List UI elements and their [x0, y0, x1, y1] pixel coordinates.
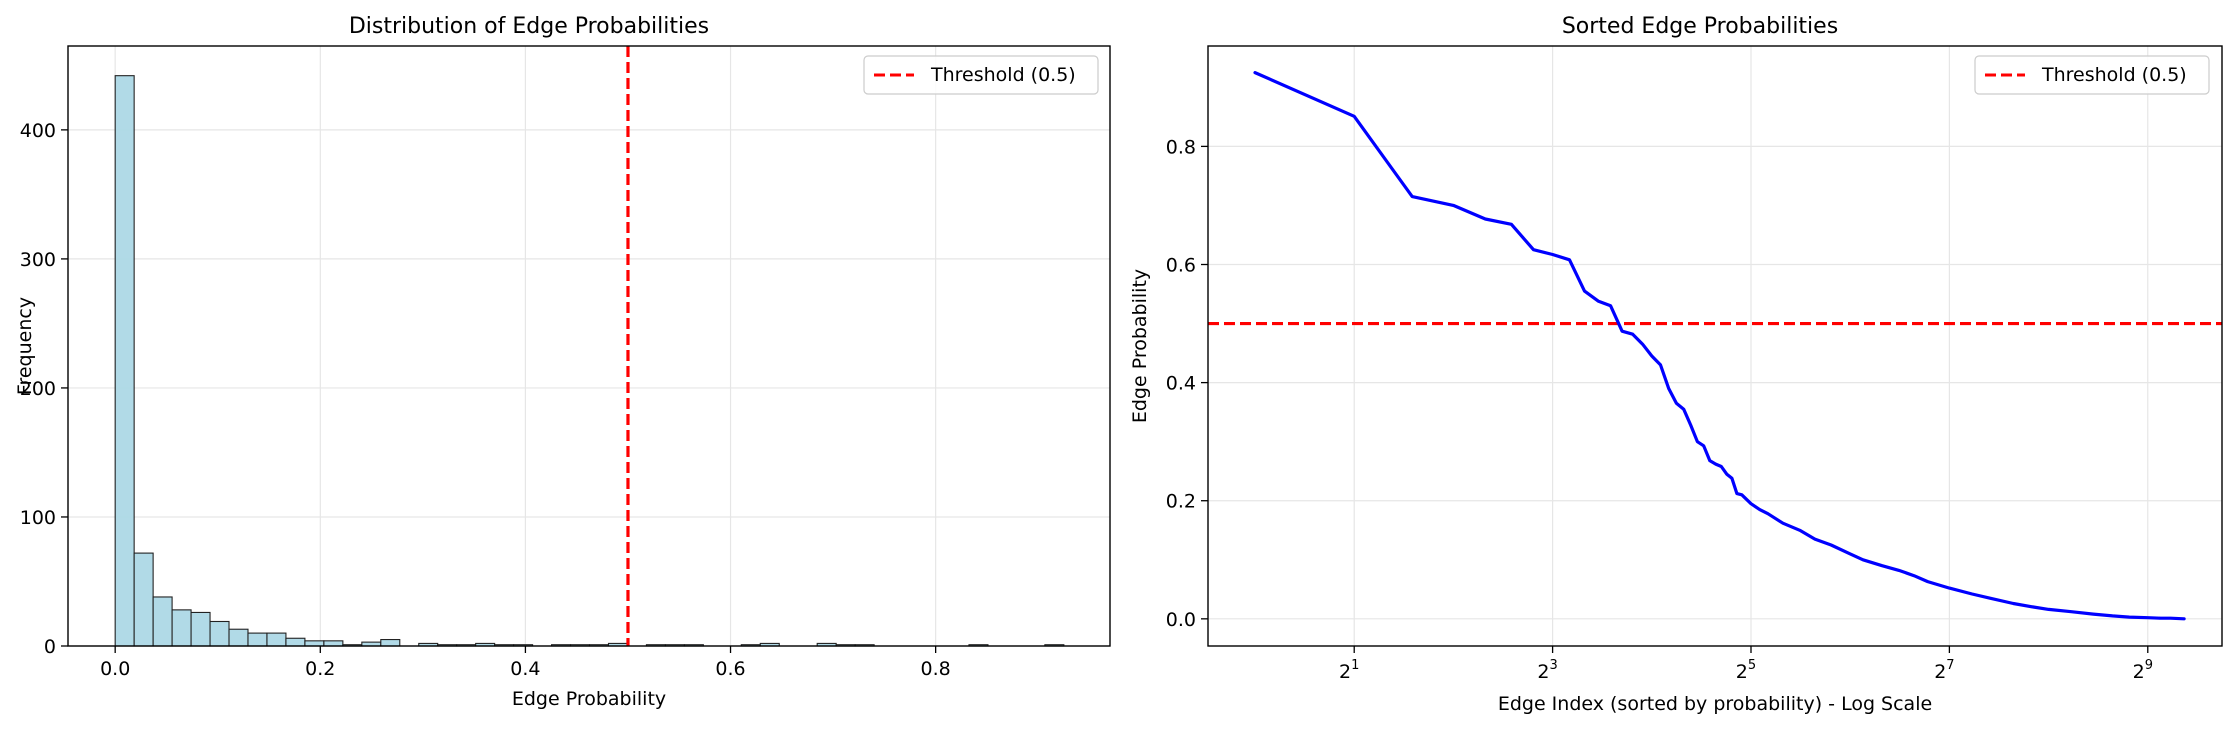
sorted-line-y-tick-label: 0.4 [1166, 373, 1196, 395]
histogram-bar [152, 596, 173, 647]
histogram-grid [68, 46, 1110, 647]
histogram-legend-box [863, 55, 1099, 95]
histogram-bar [171, 609, 192, 647]
histogram-y-tick-label: 200 [20, 378, 56, 400]
histogram-bar [228, 628, 249, 647]
histogram-bar [323, 640, 344, 647]
histogram-title: Distribution of Edge Probabilities [349, 14, 709, 39]
histogram-y-axis-label: Frequency [14, 297, 36, 395]
histogram-bar [266, 632, 287, 647]
sorted-line-legend-box [1974, 55, 2210, 95]
sorted-line-legend: Threshold (0.5) [1974, 55, 2210, 95]
sorted-line-y-tick-label: 0.8 [1166, 136, 1196, 158]
sorted-line-x-tick-label: 23 [1537, 658, 1557, 683]
histogram-x-tick-label: 0.6 [715, 658, 745, 680]
histogram-bars [114, 75, 1065, 647]
histogram-x-ticks: 0.0 0.2 0.4 0.6 0.8 [100, 646, 951, 680]
histogram-panel: Distribution of Edge Probabilities 0.0 0.… [14, 14, 1111, 710]
histogram-x-tick-label: 0.2 [305, 658, 335, 680]
sorted-line-x-tick-exponent: 5 [1748, 658, 1756, 673]
sorted-line-x-tick-base: 2 [1339, 661, 1351, 683]
histogram-x-axis-label: Edge Probability [512, 688, 666, 710]
sorted-line-y-tick-label: 0.6 [1166, 255, 1196, 277]
sorted-line-y-tick-label: 0.0 [1166, 609, 1196, 631]
histogram-bar [209, 620, 230, 647]
histogram-bar [114, 75, 135, 647]
histogram-bar [190, 611, 211, 647]
sorted-line-x-tick-label: 29 [2133, 658, 2153, 683]
histogram-y-tick-label: 100 [20, 507, 56, 529]
sorted-line-legend-label: Threshold (0.5) [2041, 64, 2187, 86]
histogram-bar [133, 552, 154, 647]
histogram-bar [285, 637, 306, 647]
sorted-line-x-tick-label: 21 [1339, 658, 1359, 683]
sorted-line-x-tick-base: 2 [2133, 661, 2145, 683]
histogram-y-ticks: 0 100 200 300 400 [20, 120, 68, 658]
sorted-line-series [1253, 70, 2186, 621]
sorted-line-grid [1208, 46, 2222, 646]
sorted-line-x-tick-label: 25 [1736, 658, 1756, 683]
sorted-line-y-ticks: 0.0 0.2 0.4 0.6 0.8 [1166, 136, 1208, 631]
histogram-x-tick-label: 0.8 [921, 658, 951, 680]
histogram-bar [304, 640, 325, 647]
sorted-line-title: Sorted Edge Probabilities [1562, 14, 1838, 39]
sorted-line-y-tick-label: 0.2 [1166, 491, 1196, 513]
sorted-line-x-tick-base: 2 [1537, 661, 1549, 683]
histogram-legend: Threshold (0.5) [863, 55, 1099, 95]
sorted-line-x-axis-label: Edge Index (sorted by probability) - Log… [1498, 693, 1932, 715]
histogram-x-tick-label: 0.4 [510, 658, 540, 680]
sorted-line-x-tick-label: 27 [1934, 658, 1954, 683]
sorted-line-plot-frame [1207, 45, 2223, 647]
sorted-line-y-axis-label: Edge Probability [1129, 269, 1151, 423]
sorted-line-x-ticks: 21 23 25 27 29 [1339, 646, 2153, 683]
sorted-line-panel: Sorted Edge Probabilities 21 23 25 27 29 0.0… [1129, 14, 2223, 715]
histogram-bar [247, 632, 268, 647]
histogram-bar [380, 638, 401, 647]
sorted-line-x-tick-base: 2 [1736, 661, 1748, 683]
histogram-x-tick-label: 0.0 [100, 658, 130, 680]
histogram-y-tick-label: 0 [44, 636, 56, 658]
histogram-y-tick-label: 400 [20, 120, 56, 142]
histogram-plot-frame [67, 45, 1111, 647]
histogram-legend-label: Threshold (0.5) [930, 64, 1076, 86]
sorted-line-x-tick-exponent: 1 [1351, 658, 1359, 673]
sorted-line-x-tick-exponent: 9 [2145, 658, 2153, 673]
sorted-probability-line [1253, 70, 2186, 621]
histogram-y-tick-label: 300 [20, 249, 56, 271]
sorted-line-x-tick-base: 2 [1934, 661, 1946, 683]
sorted-line-x-tick-exponent: 3 [1550, 658, 1558, 673]
sorted-line-x-tick-exponent: 7 [1946, 658, 1954, 673]
